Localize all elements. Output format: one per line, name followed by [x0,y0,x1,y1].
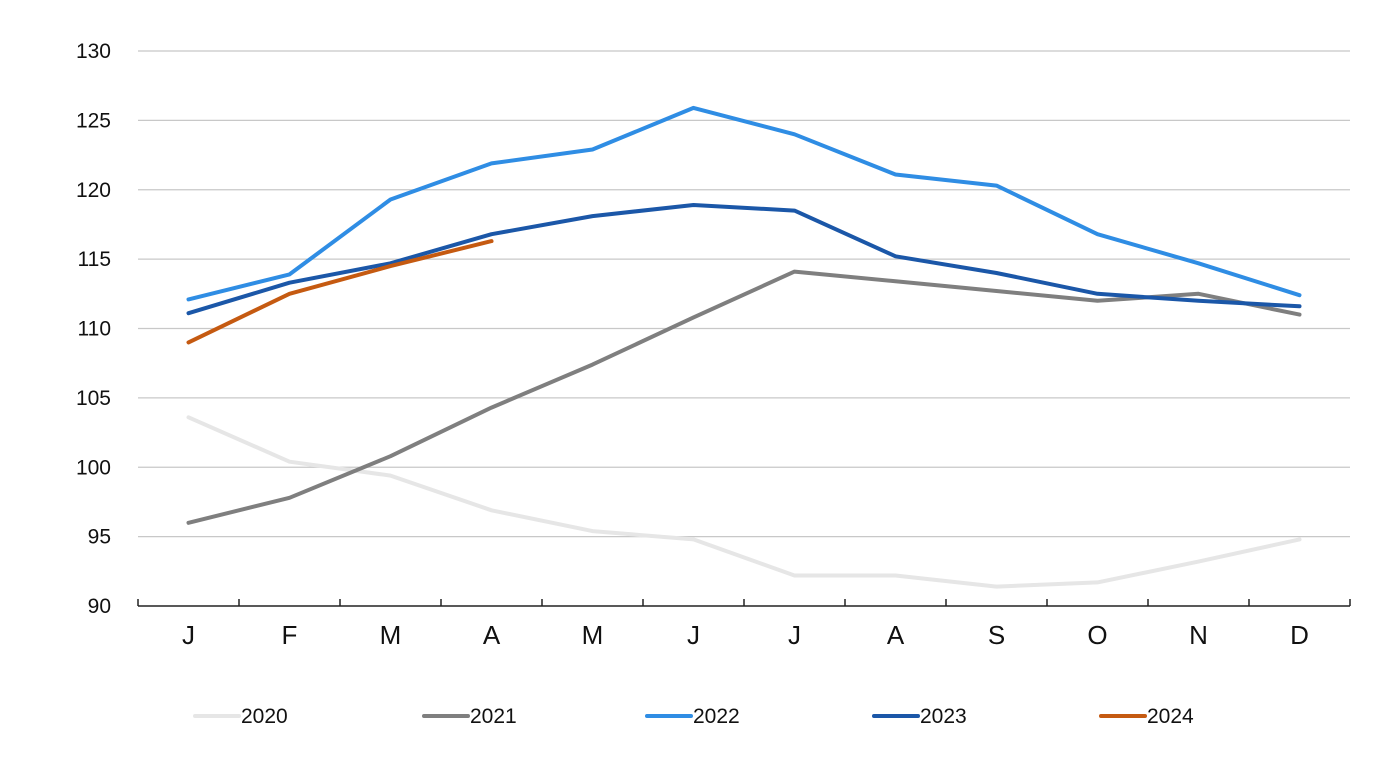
y-tick-label: 105 [76,387,111,410]
data-point-2020 [287,460,292,464]
data-point-2020 [994,584,999,589]
data-point-2022 [893,172,898,177]
series-line-2024 [186,239,494,345]
y-tick-label: 120 [76,179,111,202]
data-point-2024 [489,239,494,243]
data-point-2021 [186,521,191,525]
data-point-2023 [1095,292,1100,296]
data-point-2020 [893,573,898,578]
data-point-2020 [1095,580,1100,585]
x-tick-label: M [582,620,604,650]
series-line-2021 [186,269,1302,525]
data-point-2023 [590,214,595,218]
data-point-2020 [590,529,595,533]
y-tick-label: 130 [76,40,111,63]
y-tick-label: 125 [76,109,111,132]
data-point-2022 [994,183,999,188]
data-point-2022 [691,106,696,110]
data-point-2021 [287,496,292,500]
legend-item-2024: 2024 [1099,705,1194,728]
data-point-2021 [590,362,595,367]
data-point-2023 [792,208,797,213]
x-tick-label: D [1290,620,1309,650]
series-line-2023 [186,203,1302,316]
data-point-2023 [1196,299,1201,303]
series-line-2022 [186,105,1302,302]
legend-label: 2021 [470,705,517,728]
data-point-2023 [691,203,696,207]
x-tick-label: A [887,620,905,650]
legend-label: 2024 [1147,705,1194,728]
data-point-2024 [388,264,393,268]
legend-item-2020: 2020 [193,705,288,728]
y-tick-label: 100 [76,456,111,479]
data-point-2022 [1095,232,1100,236]
data-point-2020 [489,508,494,512]
data-point-2023 [893,254,898,258]
x-axis [137,599,1351,607]
data-point-2022 [1196,261,1201,265]
data-point-2021 [1196,292,1201,296]
y-tick-label: 115 [78,248,111,271]
y-tick-label: 90 [88,595,111,618]
x-tick-label: J [182,620,195,650]
data-point-2024 [186,340,191,344]
legend-label: 2020 [241,705,288,728]
data-point-2020 [186,415,191,419]
data-point-2021 [388,454,393,458]
x-tick-label: S [988,620,1005,650]
data-point-2020 [1196,560,1201,564]
y-axis-ticks: 90 95 100 105 110 115 120 125 130 [76,40,111,618]
data-point-2020 [691,537,696,542]
data-point-2024 [287,292,292,296]
legend-item-2023: 2023 [872,705,967,728]
data-point-2023 [186,311,191,315]
x-tick-label: F [282,620,298,650]
y-tick-label: 110 [78,318,111,341]
data-point-2023 [994,271,999,275]
legend: 2020 2021 2022 2023 2024 [193,705,1194,728]
data-point-2022 [792,132,797,136]
data-point-2020 [792,573,797,578]
data-point-2022 [186,297,191,301]
x-tick-label: J [687,620,700,650]
legend-item-2021: 2021 [422,705,517,728]
data-point-2022 [590,147,595,152]
data-point-2022 [489,161,494,165]
legend-label: 2022 [693,705,740,728]
data-point-2020 [1297,537,1302,542]
data-point-2022 [287,272,292,276]
x-tick-label: J [788,620,801,650]
data-point-2021 [893,279,898,283]
x-tick-label: M [380,620,402,650]
data-point-2023 [1297,304,1302,308]
data-point-2021 [994,289,999,293]
data-point-2021 [489,405,494,410]
data-point-2023 [287,281,292,285]
series-lines [186,105,1302,589]
data-point-2023 [489,232,494,236]
legend-label: 2023 [920,705,967,728]
series-line-2020 [186,415,1302,589]
data-point-2021 [691,315,696,319]
legend-item-2022: 2022 [645,705,740,728]
data-point-2021 [792,270,797,274]
data-point-2021 [1297,313,1302,317]
x-tick-label: A [483,620,501,650]
data-point-2020 [388,473,393,478]
data-point-2021 [1095,299,1100,303]
x-tick-label: O [1087,620,1107,650]
data-point-2022 [388,197,393,202]
y-tick-label: 95 [88,526,111,549]
data-point-2022 [1297,293,1302,297]
x-tick-label: N [1189,620,1208,650]
